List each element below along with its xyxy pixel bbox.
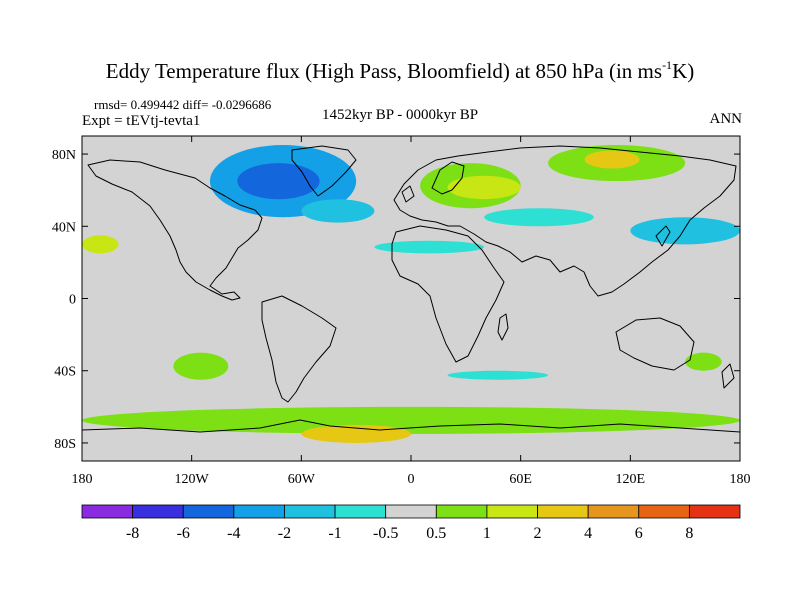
plot-title: Eddy Temperature flux (High Pass, Bloomf… — [105, 58, 695, 83]
colorbar-swatch — [486, 504, 538, 519]
anomaly-region-southern-ocean-positive — [82, 406, 740, 434]
x-tick-label: 120E — [616, 472, 646, 487]
x-tick-label: 120W — [175, 472, 210, 487]
colorbar: -8 -6 -4 -2 -1 -0.5 0.5 1 2 4 6 8 — [81, 504, 741, 542]
anomaly-region-north-atlantic-negative — [301, 199, 375, 223]
colorbar-swatch — [587, 504, 640, 519]
colorbar-label: 0.5 — [426, 525, 446, 542]
colorbar-label: -6 — [177, 525, 190, 542]
season-label: ANN — [709, 111, 743, 127]
anomaly-region-north-pacific-negative — [630, 217, 740, 245]
colorbar-swatch — [688, 504, 741, 519]
x-tick-label: 180 — [72, 472, 93, 487]
anomaly-region-north-pacific-east-positive — [82, 235, 119, 254]
y-tick-label: 0 — [69, 293, 76, 308]
x-tick-label: 0 — [408, 472, 415, 487]
colorbar-swatch — [435, 504, 488, 519]
y-tick-label: 80S — [54, 437, 76, 452]
colorbar-swatch — [638, 504, 690, 519]
colorbar-swatch — [334, 504, 387, 519]
colorbar-label: 6 — [635, 525, 643, 542]
colorbar-label: -8 — [126, 525, 139, 542]
axis-ticks: 180 120W 60W 0 60E 120E 180 80N 40N 0 40S 80S — [52, 136, 751, 487]
colorbar-label: -0.5 — [373, 525, 398, 542]
x-tick-label: 60W — [288, 472, 316, 487]
period-label: 1452kyr BP - 0000kyr BP — [322, 107, 479, 123]
anomaly-region-south-indian-negative — [447, 370, 549, 380]
anomaly-region-central-asia-negative — [484, 208, 594, 227]
y-tick-label: 40N — [52, 220, 76, 235]
anomaly-region-canada-core-negative — [237, 163, 320, 200]
anomaly-region-south-pacific-positive — [173, 352, 229, 380]
colorbar-swatch — [233, 504, 285, 519]
anomaly-region-siberia-arctic-strong — [584, 150, 640, 169]
anomaly-region-north-africa-negative — [374, 240, 485, 254]
y-tick-label: 40S — [54, 365, 76, 380]
y-tick-label: 80N — [52, 148, 76, 163]
anomaly-region-australia-positive — [685, 352, 722, 371]
anomaly-region-eastern-europe-positive — [447, 175, 521, 200]
colorbar-label: 4 — [584, 525, 592, 542]
colorbar-label: 2 — [534, 525, 542, 542]
experiment-label: Expt = tEVtj-tevta1 — [82, 113, 201, 129]
colorbar-label: 8 — [685, 525, 693, 542]
colorbar-label: 1 — [483, 525, 491, 542]
x-tick-label: 60E — [509, 472, 532, 487]
colorbar-label: -2 — [278, 525, 291, 542]
coastlines — [82, 145, 740, 433]
colorbar-swatch — [385, 504, 437, 519]
colorbar-swatch — [81, 504, 134, 519]
stats-label: rmsd= 0.499442 diff= -0.0296686 — [94, 97, 272, 112]
x-tick-label: 180 — [730, 472, 751, 487]
colorbar-swatch — [537, 504, 589, 519]
colorbar-swatch — [182, 504, 235, 519]
colorbar-swatch — [132, 504, 184, 519]
colorbar-swatch — [284, 504, 336, 519]
colorbar-label: -1 — [328, 525, 341, 542]
colorbar-label: -4 — [227, 525, 240, 542]
